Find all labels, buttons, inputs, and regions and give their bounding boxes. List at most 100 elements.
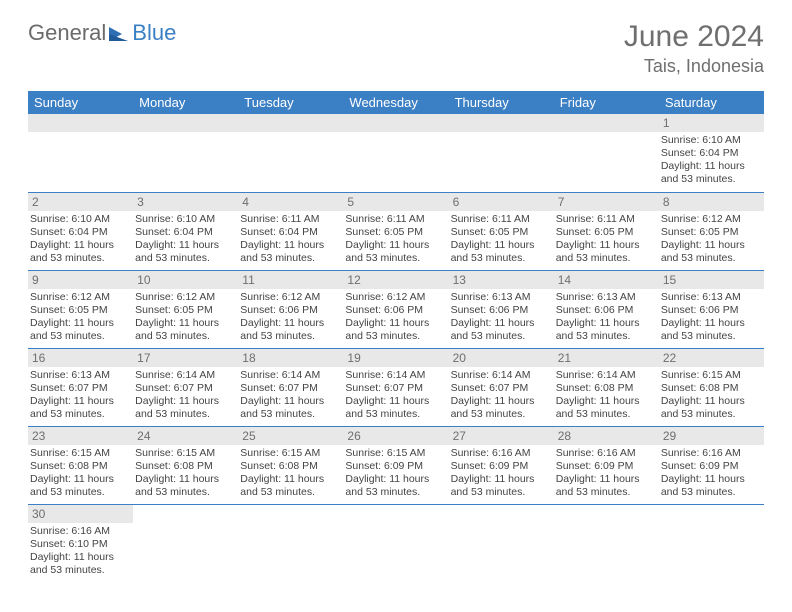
weekday-header: Sunday [28, 91, 133, 114]
sunset-line: Sunset: 6:05 PM [135, 304, 236, 317]
calendar-row: 2Sunrise: 6:10 AMSunset: 6:04 PMDaylight… [28, 192, 764, 270]
sunset-line: Sunset: 6:08 PM [556, 382, 657, 395]
sunset-line: Sunset: 6:09 PM [345, 460, 446, 473]
empty-day-strip [133, 114, 238, 132]
month-title: June 2024 [624, 20, 764, 54]
sunset-line: Sunset: 6:08 PM [135, 460, 236, 473]
calendar-cell-empty [238, 114, 343, 192]
day-info: Sunrise: 6:16 AMSunset: 6:09 PMDaylight:… [659, 447, 764, 500]
weekday-header: Monday [133, 91, 238, 114]
calendar-cell-empty [449, 504, 554, 582]
day-info: Sunrise: 6:11 AMSunset: 6:05 PMDaylight:… [554, 213, 659, 266]
daylight-line: Daylight: 11 hours and 53 minutes. [30, 395, 131, 421]
calendar-cell: 22 Sunrise: 6:15 AMSunset: 6:08 PMDayligh… [659, 348, 764, 426]
flag-icon [108, 25, 130, 43]
calendar-cell: 17Sunrise: 6:14 AMSunset: 6:07 PMDayligh… [133, 348, 238, 426]
brand-part2: Blue [132, 20, 176, 46]
daylight-line: Daylight: 11 hours and 53 minutes. [451, 473, 552, 499]
day-number: 1 [659, 114, 764, 132]
weekday-header: Thursday [449, 91, 554, 114]
daylight-line: Daylight: 11 hours and 53 minutes. [451, 239, 552, 265]
day-number: 4 [238, 193, 343, 211]
daylight-line: Daylight: 11 hours and 53 minutes. [661, 473, 762, 499]
sunrise-line: Sunrise: 6:12 AM [661, 213, 762, 226]
day-info: Sunrise: 6:15 AMSunset: 6:08 PMDaylight:… [659, 369, 764, 422]
sunset-line: Sunset: 6:10 PM [30, 538, 131, 551]
sunrise-line: Sunrise: 6:10 AM [661, 134, 762, 147]
day-number: 19 [343, 349, 448, 367]
empty-day-strip [449, 114, 554, 132]
calendar-row: 9Sunrise: 6:12 AMSunset: 6:05 PMDaylight… [28, 270, 764, 348]
daylight-line: Daylight: 11 hours and 53 minutes. [661, 239, 762, 265]
day-number: 24 [133, 427, 238, 445]
sunset-line: Sunset: 6:06 PM [661, 304, 762, 317]
day-info: Sunrise: 6:12 AMSunset: 6:06 PMDaylight:… [238, 291, 343, 344]
calendar-cell-empty [343, 114, 448, 192]
day-info: Sunrise: 6:14 AMSunset: 6:08 PMDaylight:… [554, 369, 659, 422]
daylight-line: Daylight: 11 hours and 53 minutes. [240, 395, 341, 421]
calendar-cell: 26Sunrise: 6:15 AMSunset: 6:09 PMDayligh… [343, 426, 448, 504]
calendar-cell-empty [449, 114, 554, 192]
sunrise-line: Sunrise: 6:13 AM [30, 369, 131, 382]
sunrise-line: Sunrise: 6:16 AM [30, 525, 131, 538]
daylight-line: Daylight: 11 hours and 53 minutes. [345, 395, 446, 421]
daylight-line: Daylight: 11 hours and 53 minutes. [240, 239, 341, 265]
sunset-line: Sunset: 6:06 PM [240, 304, 341, 317]
sunrise-line: Sunrise: 6:14 AM [345, 369, 446, 382]
day-info: Sunrise: 6:14 AMSunset: 6:07 PMDaylight:… [449, 369, 554, 422]
sunrise-line: Sunrise: 6:12 AM [30, 291, 131, 304]
sunset-line: Sunset: 6:04 PM [661, 147, 762, 160]
day-info: Sunrise: 6:14 AMSunset: 6:07 PMDaylight:… [133, 369, 238, 422]
sunrise-line: Sunrise: 6:11 AM [451, 213, 552, 226]
sunset-line: Sunset: 6:04 PM [30, 226, 131, 239]
sunrise-line: Sunrise: 6:14 AM [240, 369, 341, 382]
day-info: Sunrise: 6:12 AMSunset: 6:05 PMDaylight:… [133, 291, 238, 344]
calendar-cell-empty [133, 504, 238, 582]
day-number: 9 [28, 271, 133, 289]
sunset-line: Sunset: 6:07 PM [135, 382, 236, 395]
sunset-line: Sunset: 6:09 PM [556, 460, 657, 473]
daylight-line: Daylight: 11 hours and 53 minutes. [556, 239, 657, 265]
calendar-table: SundayMondayTuesdayWednesdayThursdayFrid… [28, 91, 764, 582]
day-info: Sunrise: 6:14 AMSunset: 6:07 PMDaylight:… [343, 369, 448, 422]
calendar-cell: 6Sunrise: 6:11 AMSunset: 6:05 PMDaylight… [449, 192, 554, 270]
day-info: Sunrise: 6:12 AMSunset: 6:05 PMDaylight:… [659, 213, 764, 266]
sunset-line: Sunset: 6:08 PM [240, 460, 341, 473]
day-number: 27 [449, 427, 554, 445]
day-info: Sunrise: 6:11 AMSunset: 6:05 PMDaylight:… [449, 213, 554, 266]
title-block: June 2024 Tais, Indonesia [624, 20, 764, 77]
calendar-cell: 19 Sunrise: 6:14 AMSunset: 6:07 PMDayligh… [343, 348, 448, 426]
sunset-line: Sunset: 6:05 PM [661, 226, 762, 239]
daylight-line: Daylight: 11 hours and 53 minutes. [345, 473, 446, 499]
calendar-cell-empty [554, 504, 659, 582]
sunset-line: Sunset: 6:07 PM [451, 382, 552, 395]
sunset-line: Sunset: 6:04 PM [135, 226, 236, 239]
daylight-line: Daylight: 11 hours and 53 minutes. [661, 160, 762, 186]
daylight-line: Daylight: 11 hours and 53 minutes. [30, 551, 131, 577]
sunrise-line: Sunrise: 6:15 AM [240, 447, 341, 460]
day-number: 7 [554, 193, 659, 211]
day-number: 28 [554, 427, 659, 445]
day-number: 22 [659, 349, 764, 367]
sunrise-line: Sunrise: 6:11 AM [345, 213, 446, 226]
calendar-cell-empty [28, 114, 133, 192]
calendar-cell: 9Sunrise: 6:12 AMSunset: 6:05 PMDaylight… [28, 270, 133, 348]
sunrise-line: Sunrise: 6:14 AM [556, 369, 657, 382]
daylight-line: Daylight: 11 hours and 53 minutes. [135, 239, 236, 265]
calendar-cell-empty [133, 114, 238, 192]
calendar-cell: 8Sunrise: 6:12 AMSunset: 6:05 PMDaylight… [659, 192, 764, 270]
daylight-line: Daylight: 11 hours and 53 minutes. [135, 473, 236, 499]
calendar-cell: 25Sunrise: 6:15 AMSunset: 6:08 PMDayligh… [238, 426, 343, 504]
sunrise-line: Sunrise: 6:16 AM [556, 447, 657, 460]
calendar-cell: 3Sunrise: 6:10 AMSunset: 6:04 PMDaylight… [133, 192, 238, 270]
calendar-cell: 10Sunrise: 6:12 AMSunset: 6:05 PMDayligh… [133, 270, 238, 348]
day-number: 29 [659, 427, 764, 445]
calendar-cell: 12Sunrise: 6:12 AMSunset: 6:06 PMDayligh… [343, 270, 448, 348]
daylight-line: Daylight: 11 hours and 53 minutes. [661, 395, 762, 421]
weekday-header: Wednesday [343, 91, 448, 114]
calendar-cell: 29 Sunrise: 6:16 AMSunset: 6:09 PMDayligh… [659, 426, 764, 504]
sunset-line: Sunset: 6:09 PM [661, 460, 762, 473]
daylight-line: Daylight: 11 hours and 53 minutes. [30, 473, 131, 499]
sunrise-line: Sunrise: 6:10 AM [135, 213, 236, 226]
day-number: 12 [343, 271, 448, 289]
